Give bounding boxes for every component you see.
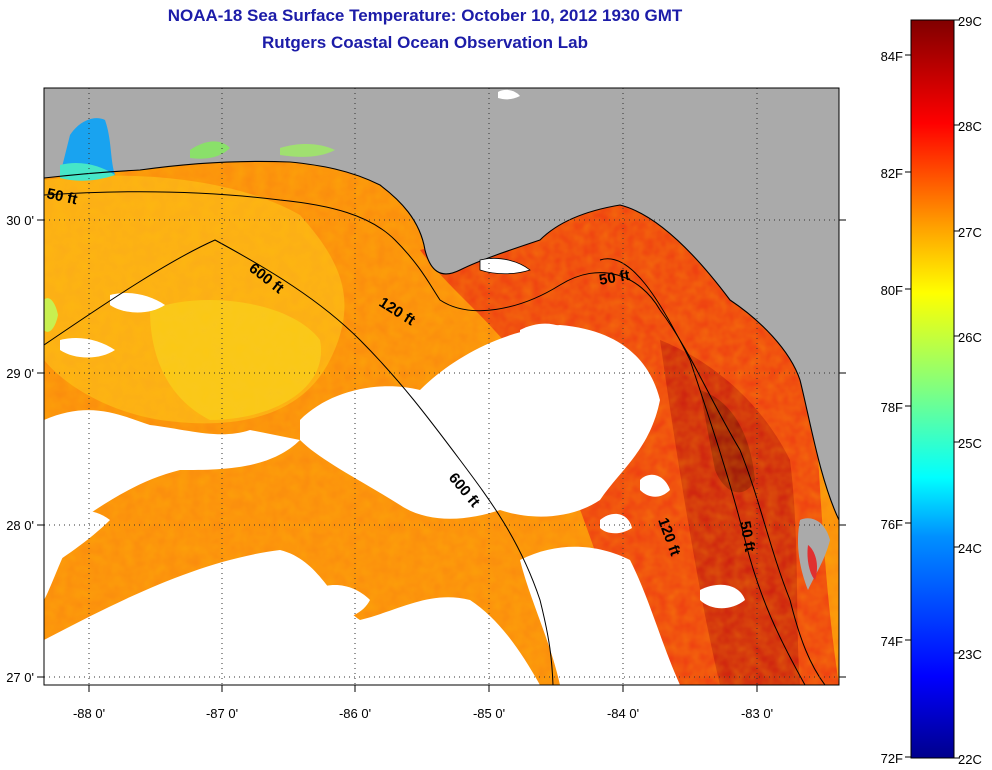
lon-label: -83 0' — [741, 706, 773, 721]
colorbar — [910, 19, 955, 759]
fahrenheit-label: 76F — [881, 517, 903, 532]
coastline — [44, 160, 839, 521]
celsius-label: 29C — [958, 14, 982, 29]
celsius-label: 23C — [958, 647, 982, 662]
cloud-mask — [44, 293, 745, 685]
fahrenheit-label: 82F — [881, 166, 903, 181]
lon-label: -86 0' — [339, 706, 371, 721]
inland-lake — [498, 89, 520, 100]
axis-ticks — [37, 219, 846, 692]
contour-label-50ft-south: 50 ft — [736, 520, 758, 553]
fahrenheit-label: 84F — [881, 49, 903, 64]
bay-1 — [190, 141, 230, 159]
fahrenheit-label: 72F — [881, 751, 903, 766]
celsius-label: 27C — [958, 225, 982, 240]
apalachicola-island — [479, 257, 531, 275]
longitude-labels: -88 0' -87 0' -86 0' -85 0' -84 0' -83 0… — [73, 706, 773, 721]
celsius-label: 25C — [958, 436, 982, 451]
celsius-label: 28C — [958, 119, 982, 134]
map-title: NOAA-18 Sea Surface Temperature: October… — [167, 6, 683, 25]
nearshore-cool-waters — [60, 163, 115, 181]
mobile-bay-waters — [60, 118, 115, 179]
land-mass — [44, 88, 839, 520]
celsius-label: 26C — [958, 330, 982, 345]
lon-label: -84 0' — [607, 706, 639, 721]
lat-label: 28 0' — [6, 518, 34, 533]
bay-2 — [280, 144, 335, 157]
map-plot-area: 50 ft 600 ft 120 ft 50 ft 600 ft 120 ft … — [44, 88, 839, 685]
lat-label: 30 0' — [6, 213, 34, 228]
lat-label: 27 0' — [6, 670, 34, 685]
colorbar-celsius-labels: 29C 28C 27C 26C 25C 24C 23C 22C — [958, 14, 982, 767]
tampa-bay — [807, 545, 818, 580]
celsius-label: 22C — [958, 752, 982, 767]
colorbar-fahrenheit-labels: 84F 82F 80F 78F 76F 74F 72F — [881, 49, 903, 766]
contour-120ft — [44, 191, 826, 685]
celsius-label: 24C — [958, 541, 982, 556]
latitude-labels: 30 0' 29 0' 28 0' 27 0' — [6, 213, 34, 685]
depth-contours — [44, 191, 826, 685]
western-cool-patch — [44, 298, 58, 332]
fahrenheit-label: 74F — [881, 634, 903, 649]
plot-frame — [43, 87, 840, 686]
fahrenheit-label: 80F — [881, 283, 903, 298]
lat-label: 29 0' — [6, 366, 34, 381]
map-subtitle: Rutgers Coastal Ocean Observation Lab — [262, 33, 588, 52]
lon-label: -88 0' — [73, 706, 105, 721]
contour-50ft-east — [599, 258, 806, 685]
lon-label: -85 0' — [473, 706, 505, 721]
colorbar-ticks — [905, 19, 960, 759]
fahrenheit-label: 78F — [881, 400, 903, 415]
lon-label: -87 0' — [206, 706, 238, 721]
contour-label-50ft-west: 50 ft — [45, 185, 79, 208]
contour-600ft — [44, 239, 554, 685]
